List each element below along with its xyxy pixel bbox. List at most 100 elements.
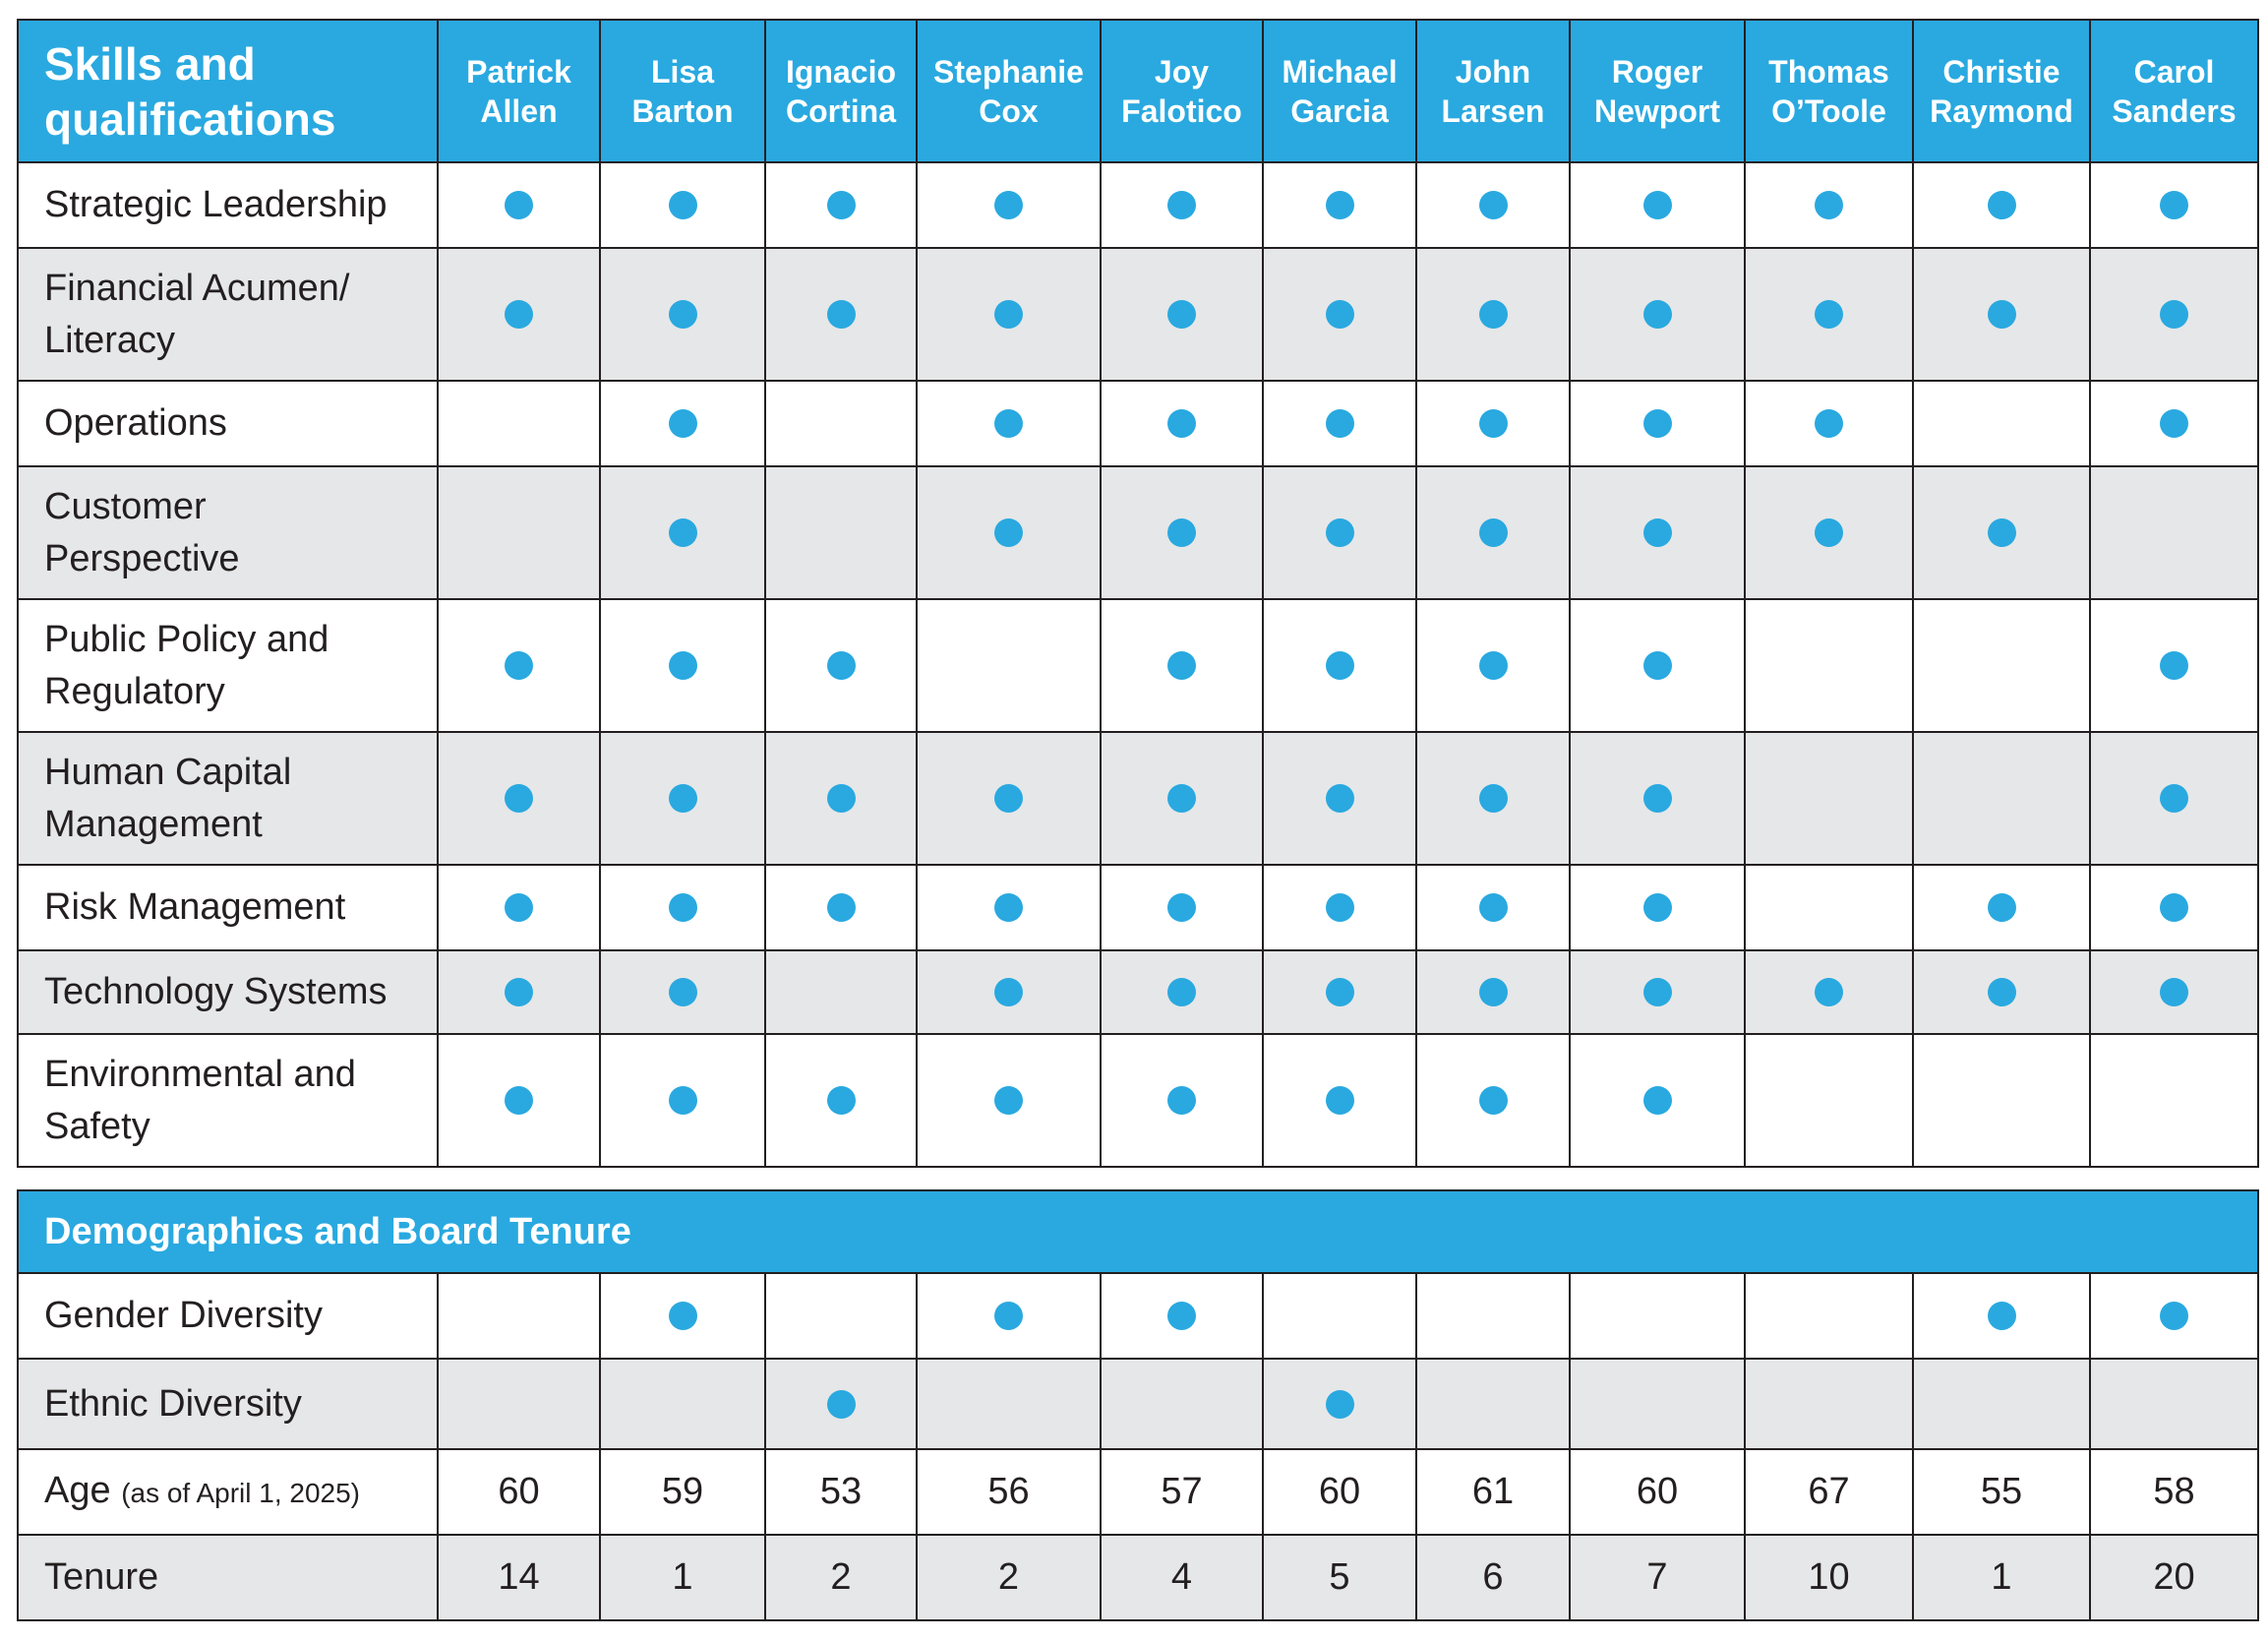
check-dot-icon — [1642, 651, 1672, 680]
table-row: Customer Perspective — [17, 465, 2259, 600]
check-dot-icon — [668, 191, 697, 219]
skill-cell — [916, 949, 1102, 1035]
skill-cell — [599, 247, 766, 382]
tenure-value: 14 — [437, 1534, 601, 1621]
check-dot-icon — [1478, 893, 1508, 922]
skill-cell — [1415, 247, 1571, 382]
skill-cell — [437, 161, 601, 249]
tenure-row: Tenure 14 1 2 2 4 5 6 7 10 1 20 — [17, 1534, 2260, 1621]
demographic-cell — [437, 1358, 601, 1450]
skill-cell — [437, 247, 601, 382]
check-dot-icon — [1987, 978, 2016, 1006]
tenure-value: 1 — [1912, 1534, 2091, 1621]
director-header: Patrick Allen — [437, 19, 601, 163]
table-row: Risk Management — [17, 864, 2259, 951]
skill-label-line: Environmental and — [44, 1053, 356, 1095]
demographic-cell — [1262, 1272, 1417, 1360]
check-dot-icon — [668, 518, 697, 547]
demographic-cell — [1744, 1272, 1914, 1360]
skill-cell — [1912, 1033, 2091, 1168]
skill-label: Environmental and Safety — [17, 1033, 439, 1168]
age-value: 59 — [599, 1448, 766, 1536]
age-note: (as of April 1, 2025) — [121, 1478, 360, 1508]
director-last-name: Raymond — [1930, 92, 2073, 129]
skill-cell — [1100, 161, 1264, 249]
skill-cell — [599, 731, 766, 866]
check-dot-icon — [1478, 1086, 1508, 1115]
table-row: Strategic Leadership — [17, 161, 2259, 249]
check-dot-icon — [1642, 893, 1672, 922]
check-dot-icon — [1167, 300, 1196, 329]
skill-cell — [2089, 161, 2259, 249]
demographic-cell — [1912, 1272, 2091, 1360]
director-first-name: Lisa — [650, 53, 715, 90]
skill-cell — [1744, 1033, 1914, 1168]
check-dot-icon — [1987, 1302, 2016, 1330]
skill-cell — [1912, 247, 2091, 382]
skill-cell — [1262, 247, 1417, 382]
director-first-name: Patrick — [466, 53, 571, 90]
check-dot-icon — [668, 300, 697, 329]
skill-cell — [1262, 864, 1417, 951]
check-dot-icon — [994, 978, 1023, 1006]
check-dot-icon — [1325, 893, 1354, 922]
director-first-name: Ignacio — [785, 53, 896, 90]
check-dot-icon — [1478, 300, 1508, 329]
check-dot-icon — [668, 978, 697, 1006]
skill-cell — [1912, 731, 2091, 866]
skill-cell — [2089, 598, 2259, 733]
director-header: Lisa Barton — [599, 19, 766, 163]
age-value: 57 — [1100, 1448, 1264, 1536]
check-dot-icon — [1642, 518, 1672, 547]
check-dot-icon — [1478, 651, 1508, 680]
skill-label-line: Public Policy and — [44, 618, 329, 660]
skill-label: Strategic Leadership — [17, 161, 439, 249]
check-dot-icon — [1167, 1302, 1196, 1330]
skill-label-line: Risk Management — [44, 886, 346, 928]
skill-cell — [916, 864, 1102, 951]
skill-cell — [599, 949, 766, 1035]
director-first-name: Carol — [2133, 53, 2215, 90]
demographic-cell — [1744, 1358, 1914, 1450]
tenure-value: 5 — [1262, 1534, 1417, 1621]
check-dot-icon — [1642, 300, 1672, 329]
check-dot-icon — [505, 300, 533, 329]
table-row: Operations — [17, 380, 2259, 467]
skill-label-line: Financial Acumen/ — [44, 267, 350, 309]
check-dot-icon — [1325, 1389, 1354, 1419]
check-dot-icon — [1478, 409, 1508, 438]
check-dot-icon — [1987, 300, 2016, 329]
skill-cell — [1912, 380, 2091, 467]
skill-cell — [1415, 598, 1571, 733]
skill-cell — [916, 247, 1102, 382]
director-last-name: Falotico — [1121, 92, 1242, 129]
skill-cell — [1744, 864, 1914, 951]
check-dot-icon — [2160, 893, 2188, 922]
check-dot-icon — [1478, 191, 1508, 219]
demographic-cell — [1569, 1272, 1746, 1360]
skill-label: Customer Perspective — [17, 465, 439, 600]
skill-cell — [1912, 949, 2091, 1035]
director-first-name: John — [1455, 53, 1531, 90]
check-dot-icon — [2160, 300, 2188, 329]
check-dot-icon — [1642, 1086, 1672, 1115]
director-header: Joy Falotico — [1100, 19, 1264, 163]
tenure-value: 4 — [1100, 1534, 1264, 1621]
skill-label: Human Capital Management — [17, 731, 439, 866]
check-dot-icon — [2160, 1302, 2189, 1330]
skill-cell — [1569, 598, 1746, 733]
skill-cell — [2089, 949, 2259, 1035]
check-dot-icon — [505, 893, 533, 922]
check-dot-icon — [994, 300, 1023, 329]
check-dot-icon — [826, 1389, 856, 1419]
check-dot-icon — [826, 300, 856, 329]
skill-label-line: Technology Systems — [44, 971, 388, 1012]
skill-cell — [916, 465, 1102, 600]
skill-cell — [1569, 465, 1746, 600]
director-header: Stephanie Cox — [916, 19, 1102, 163]
skill-cell — [916, 731, 1102, 866]
age-value: 56 — [916, 1448, 1102, 1536]
skill-cell — [1744, 247, 1914, 382]
skill-cell — [1744, 380, 1914, 467]
table-row: Environmental and Safety — [17, 1033, 2259, 1168]
